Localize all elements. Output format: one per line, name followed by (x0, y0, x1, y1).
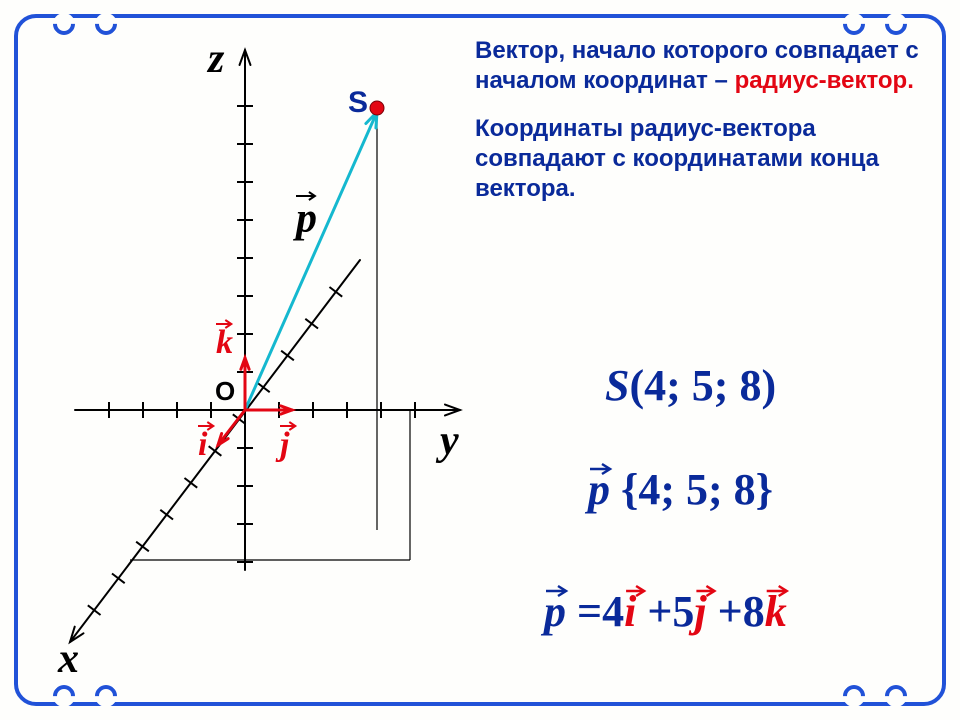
eq-expand-part: =4 (566, 587, 624, 636)
svg-text:S: S (348, 86, 368, 119)
eq-expand-part: i (624, 587, 636, 636)
svg-text:x: x (57, 636, 79, 682)
para1-text-b: радиус-вектор. (735, 67, 914, 94)
equation-vector-p-expansion: p =4i +5j +8k (544, 586, 787, 637)
frame-notch (854, 672, 896, 696)
eq-p-coords: {4; 5; 8} (610, 465, 773, 514)
svg-text:i: i (198, 426, 208, 463)
page: z y x Oi j k p S Вектор, начало которого совпад… (0, 0, 960, 720)
eq-expand-part: +8 (707, 587, 765, 636)
eq-p-vector-symbol: p (588, 465, 610, 514)
svg-text:O: O (215, 376, 235, 406)
coordinate-diagram: zyxOijkpS (40, 30, 470, 670)
equation-point-S: S(4; 5; 8) (605, 360, 776, 411)
eq-expand-part: j (694, 587, 706, 636)
axes-svg: z y x Oi j k p S (40, 30, 470, 690)
eq-S-var: S (605, 361, 629, 410)
svg-text:j: j (275, 426, 290, 463)
svg-text:z: z (206, 36, 225, 82)
svg-text:p: p (293, 196, 317, 242)
eq-expand-part: +5 (636, 587, 694, 636)
eq-expand-part: k (765, 587, 787, 636)
eq-expand-part: p (544, 587, 566, 636)
svg-text:y: y (435, 418, 459, 464)
text-column: Вектор, начало которого совпадает с нача… (475, 36, 920, 222)
svg-text:k: k (216, 324, 233, 361)
equation-vector-p-coords: p {4; 5; 8} (588, 464, 773, 515)
eq-S-coords: (4; 5; 8) (629, 361, 776, 410)
definition-paragraph: Вектор, начало которого совпадает с нача… (475, 36, 920, 96)
property-paragraph: Координаты радиус-вектора совпадают с ко… (475, 114, 920, 204)
